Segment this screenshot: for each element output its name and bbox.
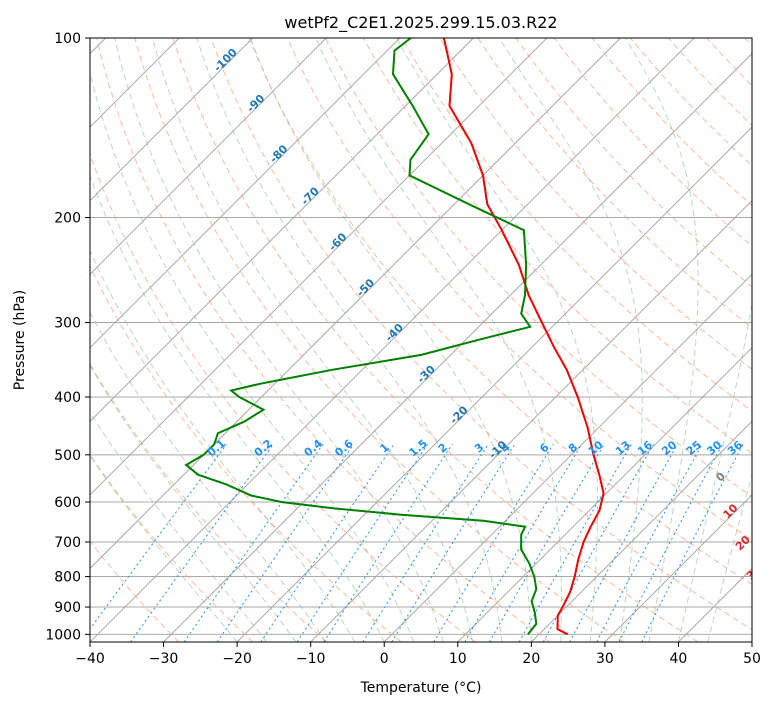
x-tick-label: 30 [596, 651, 614, 667]
x-tick-label: −20 [222, 651, 252, 667]
y-axis-label: Pressure (hPa) [12, 290, 28, 390]
x-tick-label: 40 [670, 651, 688, 667]
x-tick-label: 50 [743, 651, 761, 667]
y-tick-label: 500 [54, 448, 81, 464]
x-tick-label: −40 [75, 651, 105, 667]
chart-title: wetPf2_C2E1.2025.299.15.03.R22 [284, 13, 557, 33]
x-tick-label: 0 [380, 651, 389, 667]
y-tick-label: 900 [54, 600, 81, 616]
y-tick-label: 200 [54, 211, 81, 227]
x-tick-label: 20 [522, 651, 540, 667]
x-axis-label: Temperature (°C) [360, 680, 482, 696]
y-tick-label: 1000 [45, 627, 81, 643]
y-tick-label: 800 [54, 570, 81, 586]
y-tick-label: 300 [54, 316, 81, 332]
y-tick-label: 100 [54, 31, 81, 47]
x-tick-label: 10 [449, 651, 467, 667]
y-tick-label: 600 [54, 495, 81, 511]
x-tick-label: −30 [149, 651, 179, 667]
y-tick-label: 400 [54, 390, 81, 406]
y-tick-label: 700 [54, 535, 81, 551]
x-tick-label: −10 [296, 651, 326, 667]
